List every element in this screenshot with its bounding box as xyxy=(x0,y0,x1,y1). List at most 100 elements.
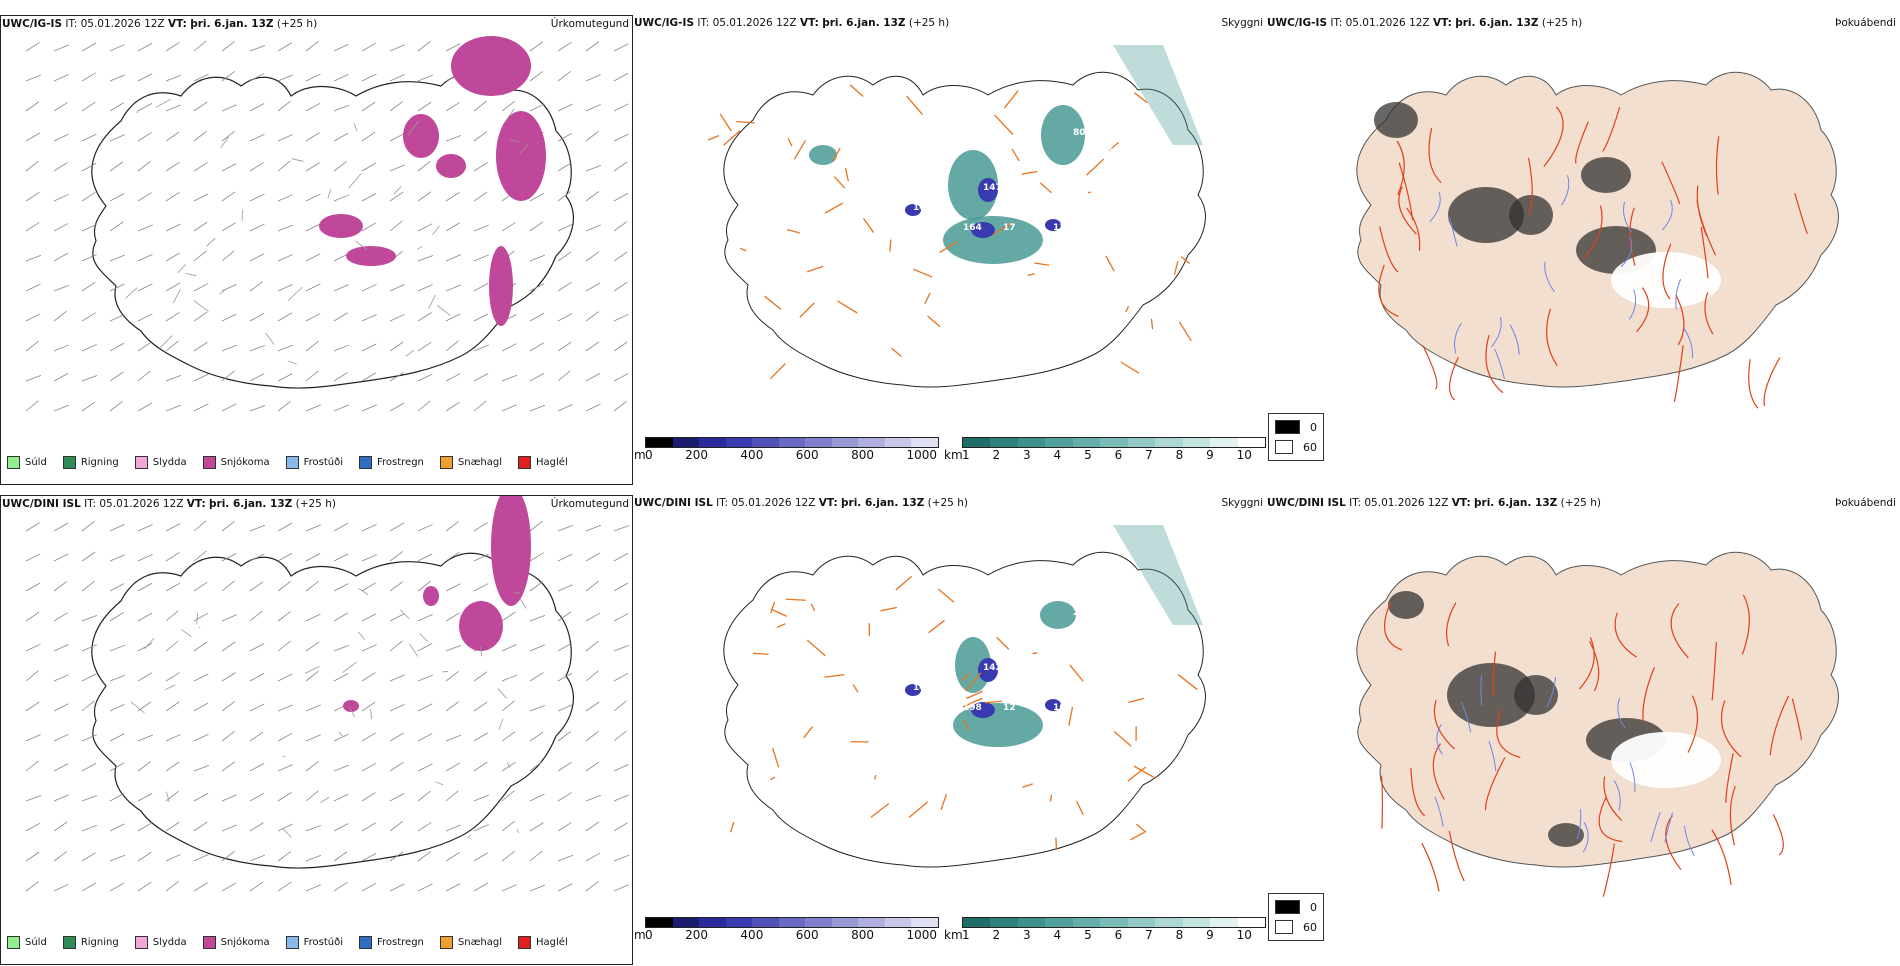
wind-barb xyxy=(418,884,432,891)
wind-barb xyxy=(558,585,573,591)
colorbar-step xyxy=(726,438,753,447)
wind-barb xyxy=(138,852,151,861)
colorbar-tick: 4 xyxy=(1054,448,1062,462)
road xyxy=(517,829,519,833)
colorbar-tick: 9 xyxy=(1206,448,1214,462)
road xyxy=(199,627,200,628)
wind-barb xyxy=(614,401,627,411)
legend-label: Slydda xyxy=(153,457,187,468)
wind-barb xyxy=(614,44,628,51)
legend-item: Frostregn xyxy=(359,936,424,949)
colorbar-step xyxy=(1100,918,1127,927)
wind-barb xyxy=(558,884,572,891)
wind-barb xyxy=(334,554,348,561)
road xyxy=(1773,814,1783,855)
legend-item: Haglél xyxy=(518,936,568,949)
legend-label: Súld xyxy=(25,937,47,948)
wind-barb xyxy=(530,343,544,351)
wind-barb xyxy=(586,853,600,861)
colorbar-step xyxy=(885,918,912,927)
colorbar-step xyxy=(1155,918,1182,927)
road xyxy=(1749,359,1758,408)
wind-barb xyxy=(306,553,320,561)
colorbar-step xyxy=(805,438,832,447)
wind-barb xyxy=(82,134,96,141)
road xyxy=(770,364,785,379)
wind-barb xyxy=(614,342,627,351)
wind-barb xyxy=(334,882,347,891)
wind-barb xyxy=(54,102,68,111)
road xyxy=(1179,322,1191,341)
colorbar-step xyxy=(726,918,753,927)
precip-type-panel-row2: UWC/DINI ISL IT: 05.01.2026 12Z VT: þri.… xyxy=(0,495,633,965)
wind-barb xyxy=(446,884,460,891)
wind-barb xyxy=(362,883,376,891)
wind-barb xyxy=(586,581,599,591)
ceiling-colorbar xyxy=(645,437,939,448)
wind-barb xyxy=(110,372,123,381)
road xyxy=(708,136,719,140)
wind-barb xyxy=(54,851,67,861)
wind-barb xyxy=(82,521,95,531)
colorbar-step xyxy=(1073,918,1100,927)
colorbar-tick: 3 xyxy=(1023,928,1031,942)
wind-barb xyxy=(26,222,39,231)
wind-barb xyxy=(194,404,208,411)
colorbar-step xyxy=(832,918,859,927)
fog-map xyxy=(1266,15,1899,485)
wind-barb xyxy=(26,554,40,561)
wind-barb xyxy=(110,343,124,351)
wind-barb xyxy=(26,284,40,291)
wind-barb xyxy=(586,165,601,171)
wind-barb xyxy=(110,524,125,531)
road xyxy=(1088,192,1091,193)
snow-area xyxy=(403,114,439,158)
wind-barb xyxy=(54,223,68,231)
legend-item: Frostúði xyxy=(286,456,343,469)
legend-label: Slydda xyxy=(153,937,187,948)
snow-area xyxy=(451,36,531,96)
wind-barb xyxy=(446,402,459,411)
wind-barb xyxy=(166,552,180,561)
ceiling-label: 13 xyxy=(1053,223,1066,233)
legend-label: Snæhagl xyxy=(458,457,502,468)
road xyxy=(1121,362,1139,373)
fog-min-swatch xyxy=(1275,440,1293,454)
wind-barb xyxy=(26,671,38,681)
colorbar-tick: 2 xyxy=(993,448,1001,462)
wind-barb xyxy=(82,73,96,81)
ceiling-label: 12 xyxy=(1003,703,1016,713)
fog-min-swatch xyxy=(1275,920,1293,934)
legend-swatch xyxy=(359,456,372,469)
wind-barb xyxy=(614,645,629,651)
wind-barb xyxy=(586,225,601,231)
wind-barb xyxy=(194,521,206,531)
colorbar-step xyxy=(1183,918,1210,927)
ceiling-unit: m xyxy=(634,448,646,462)
colorbar-step xyxy=(779,438,806,447)
land-outline xyxy=(92,553,574,868)
colorbar-step xyxy=(1210,918,1237,927)
wind-barb xyxy=(26,823,40,831)
wind-barb xyxy=(418,401,430,411)
colorbar-step xyxy=(1100,438,1127,447)
wind-barb xyxy=(614,795,629,801)
snow-area xyxy=(319,214,363,238)
wind-barb xyxy=(586,252,599,261)
low-cloud-area xyxy=(943,216,1043,264)
wind-barb xyxy=(54,45,69,51)
legend-item: Rigning xyxy=(63,456,119,469)
colorbar-step xyxy=(1045,918,1072,927)
wind-barb xyxy=(530,822,544,831)
visibility-colorbar xyxy=(962,917,1266,928)
colorbar-step xyxy=(911,918,938,927)
colorbar-step xyxy=(832,438,859,447)
legend-swatch xyxy=(286,936,299,949)
wind-barb xyxy=(586,42,599,51)
colorbar-step xyxy=(1018,918,1045,927)
road xyxy=(890,240,891,252)
wind-barb xyxy=(26,375,41,381)
